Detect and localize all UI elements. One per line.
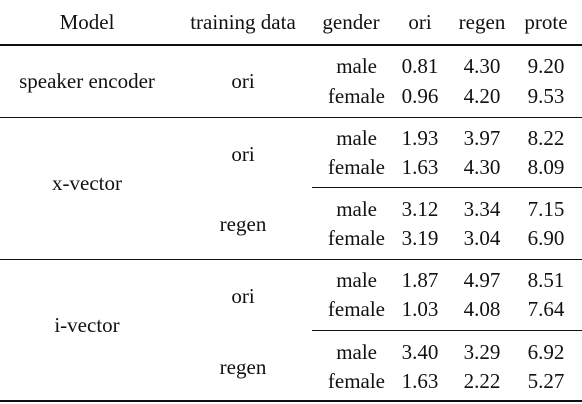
value-regen: 4.30 <box>463 54 501 78</box>
value-ori: 0.81 <box>401 54 439 78</box>
group-rule <box>0 259 582 260</box>
gender-cell: female <box>327 297 385 321</box>
value-prote: 6.90 <box>527 226 565 250</box>
header-training: training data <box>190 10 296 34</box>
gender-cell: male <box>336 126 377 150</box>
model-label: speaker encoder <box>19 69 155 93</box>
gender-cell: male <box>336 268 377 292</box>
value-prote: 7.64 <box>527 297 565 321</box>
value-regen: 3.04 <box>463 226 501 250</box>
value-regen: 3.34 <box>463 197 501 221</box>
gender-cell: male <box>336 54 377 78</box>
training-label: ori <box>231 69 255 93</box>
value-regen: 2.22 <box>463 369 501 393</box>
value-prote: 8.22 <box>527 126 565 150</box>
header-prote: prote <box>524 10 568 34</box>
value-ori: 3.19 <box>401 226 439 250</box>
value-ori: 1.87 <box>401 268 439 292</box>
gender-cell: female <box>327 84 385 108</box>
training-label: ori <box>231 142 255 166</box>
value-ori: 1.63 <box>401 155 439 179</box>
model-label: x-vector <box>52 171 122 195</box>
value-prote: 7.15 <box>527 197 565 221</box>
training-label: ori <box>231 284 255 308</box>
value-ori: 3.12 <box>401 197 439 221</box>
training-label: regen <box>219 355 267 379</box>
block-rule <box>312 187 582 188</box>
bottom-rule <box>0 400 582 402</box>
training-label: regen <box>219 212 267 236</box>
header-ori: ori <box>408 10 432 34</box>
value-prote: 8.51 <box>527 268 565 292</box>
value-regen: 4.97 <box>463 268 501 292</box>
value-ori: 0.96 <box>401 84 439 108</box>
value-ori: 1.93 <box>401 126 439 150</box>
value-regen: 4.30 <box>463 155 501 179</box>
value-ori: 1.63 <box>401 369 439 393</box>
gender-cell: male <box>336 340 377 364</box>
header-model: Model <box>59 10 115 34</box>
header-rule <box>0 44 582 46</box>
value-prote: 9.53 <box>527 84 565 108</box>
gender-cell: female <box>327 155 385 179</box>
value-prote: 6.92 <box>527 340 565 364</box>
value-ori: 1.03 <box>401 297 439 321</box>
header-regen: regen <box>458 10 506 34</box>
value-prote: 9.20 <box>527 54 565 78</box>
value-regen: 3.29 <box>463 340 501 364</box>
header-gender: gender <box>322 10 380 34</box>
value-ori: 3.40 <box>401 340 439 364</box>
gender-cell: female <box>327 369 385 393</box>
value-prote: 5.27 <box>527 369 565 393</box>
group-rule <box>0 117 582 118</box>
gender-cell: female <box>327 226 385 250</box>
block-rule <box>312 330 582 331</box>
value-regen: 3.97 <box>463 126 501 150</box>
value-regen: 4.20 <box>463 84 501 108</box>
value-prote: 8.09 <box>527 155 565 179</box>
model-label: i-vector <box>54 313 120 337</box>
gender-cell: male <box>336 197 377 221</box>
value-regen: 4.08 <box>463 297 501 321</box>
